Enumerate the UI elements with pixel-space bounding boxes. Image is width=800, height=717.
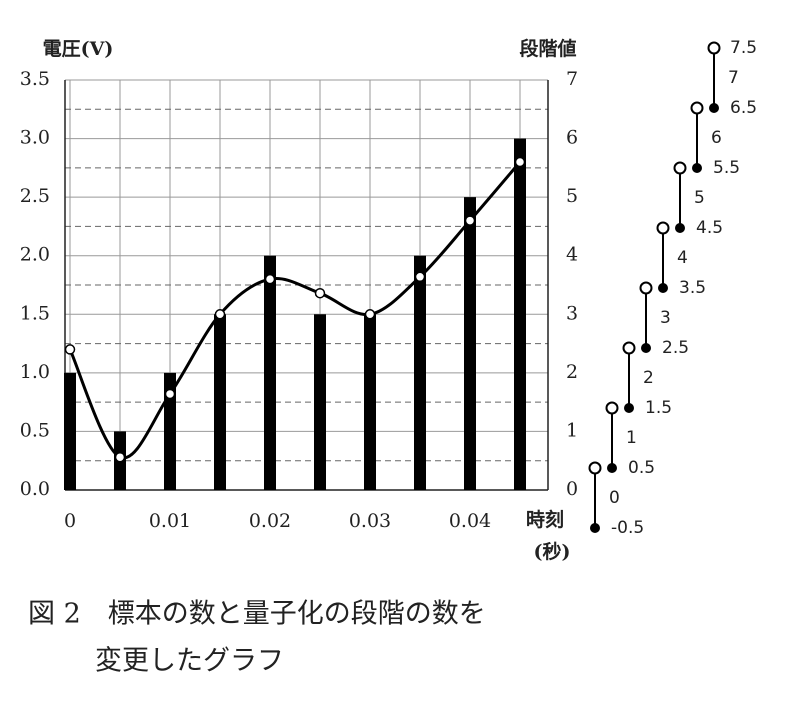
y2-tick-label: 4 — [566, 244, 578, 266]
boundary-label: -0.5 — [611, 518, 644, 538]
y2-tick-label: 2 — [566, 361, 578, 383]
bar — [414, 255, 426, 490]
bar — [364, 314, 376, 490]
x-tick-label: 0.03 — [349, 510, 391, 532]
y2-tick-label: 6 — [566, 127, 578, 149]
closed-end — [607, 463, 617, 473]
closed-end — [692, 163, 702, 173]
level-label: 3 — [660, 308, 671, 328]
boundary-label: 5.5 — [713, 158, 740, 178]
x-tick-label: 0.02 — [249, 510, 291, 532]
open-end — [673, 161, 687, 175]
y-tick-label: 3.0 — [20, 127, 50, 149]
bar — [214, 314, 226, 490]
closed-end — [624, 403, 634, 413]
bar — [64, 372, 76, 490]
y2-tick-label: 3 — [566, 302, 578, 324]
y2-axis-label: 段階値 — [519, 37, 576, 60]
sample-point — [264, 273, 276, 285]
open-end — [690, 101, 704, 115]
level-label: 5 — [694, 188, 705, 208]
boundary-label: 0.5 — [628, 458, 655, 478]
closed-end — [590, 523, 600, 533]
open-end — [588, 461, 602, 475]
x-axis-label: (秒) — [534, 540, 571, 563]
level-label: 2 — [643, 368, 654, 388]
sample-point — [514, 156, 526, 168]
bar — [264, 255, 276, 490]
open-end — [656, 221, 670, 235]
y-tick-label: 0.0 — [20, 478, 50, 500]
open-end — [605, 401, 619, 415]
sample-point — [114, 451, 126, 463]
bar — [164, 372, 176, 490]
bar — [464, 197, 476, 490]
boundary-label: 6.5 — [730, 98, 757, 118]
boundary-label: 3.5 — [679, 278, 706, 298]
closed-end — [675, 223, 685, 233]
closed-end — [658, 283, 668, 293]
sample-point — [314, 287, 326, 299]
x-tick-label: 0.01 — [149, 510, 191, 532]
caption: 図 2 標本の数と量子化の段階の数を — [28, 599, 486, 630]
y-tick-label: 2.5 — [20, 185, 50, 207]
caption: 変更したグラフ — [95, 646, 284, 677]
curve — [68, 161, 522, 460]
y-tick-label: 1.5 — [20, 302, 50, 324]
open-end — [622, 341, 636, 355]
sample-point — [464, 215, 476, 226]
sample-point — [364, 309, 376, 320]
level-label: 7 — [728, 68, 739, 88]
x-axis-label: 時刻 — [526, 508, 564, 531]
y-tick-label: 0.5 — [20, 419, 50, 441]
y-tick-label: 1.0 — [20, 361, 50, 383]
bar — [514, 138, 526, 491]
y2-tick-label: 0 — [566, 478, 578, 500]
bar — [314, 314, 326, 490]
level-label: 0 — [609, 488, 620, 508]
sample-point — [64, 344, 76, 355]
open-end — [707, 41, 721, 55]
boundary-label: 4.5 — [696, 218, 723, 238]
y-tick-label: 3.5 — [20, 68, 50, 90]
y-axis-label: 電圧(V) — [43, 38, 114, 60]
closed-end — [709, 103, 719, 113]
y-tick-label: 2.0 — [20, 244, 50, 266]
open-end — [639, 281, 653, 295]
boundary-label: 1.5 — [645, 398, 672, 418]
level-label: 4 — [677, 248, 688, 268]
closed-end — [641, 343, 651, 353]
boundary-label: 2.5 — [662, 338, 689, 358]
x-tick-label: 0 — [64, 510, 76, 532]
y2-tick-label: 7 — [566, 68, 578, 90]
y2-tick-label: 1 — [566, 419, 578, 441]
sample-point — [214, 309, 226, 320]
level-label: 1 — [626, 428, 637, 448]
level-label: 6 — [711, 128, 722, 148]
sample-point — [414, 271, 426, 283]
boundary-label: 7.5 — [730, 38, 757, 58]
y2-tick-label: 5 — [566, 185, 578, 207]
x-tick-label: 0.04 — [449, 510, 491, 532]
sample-point — [164, 388, 176, 400]
